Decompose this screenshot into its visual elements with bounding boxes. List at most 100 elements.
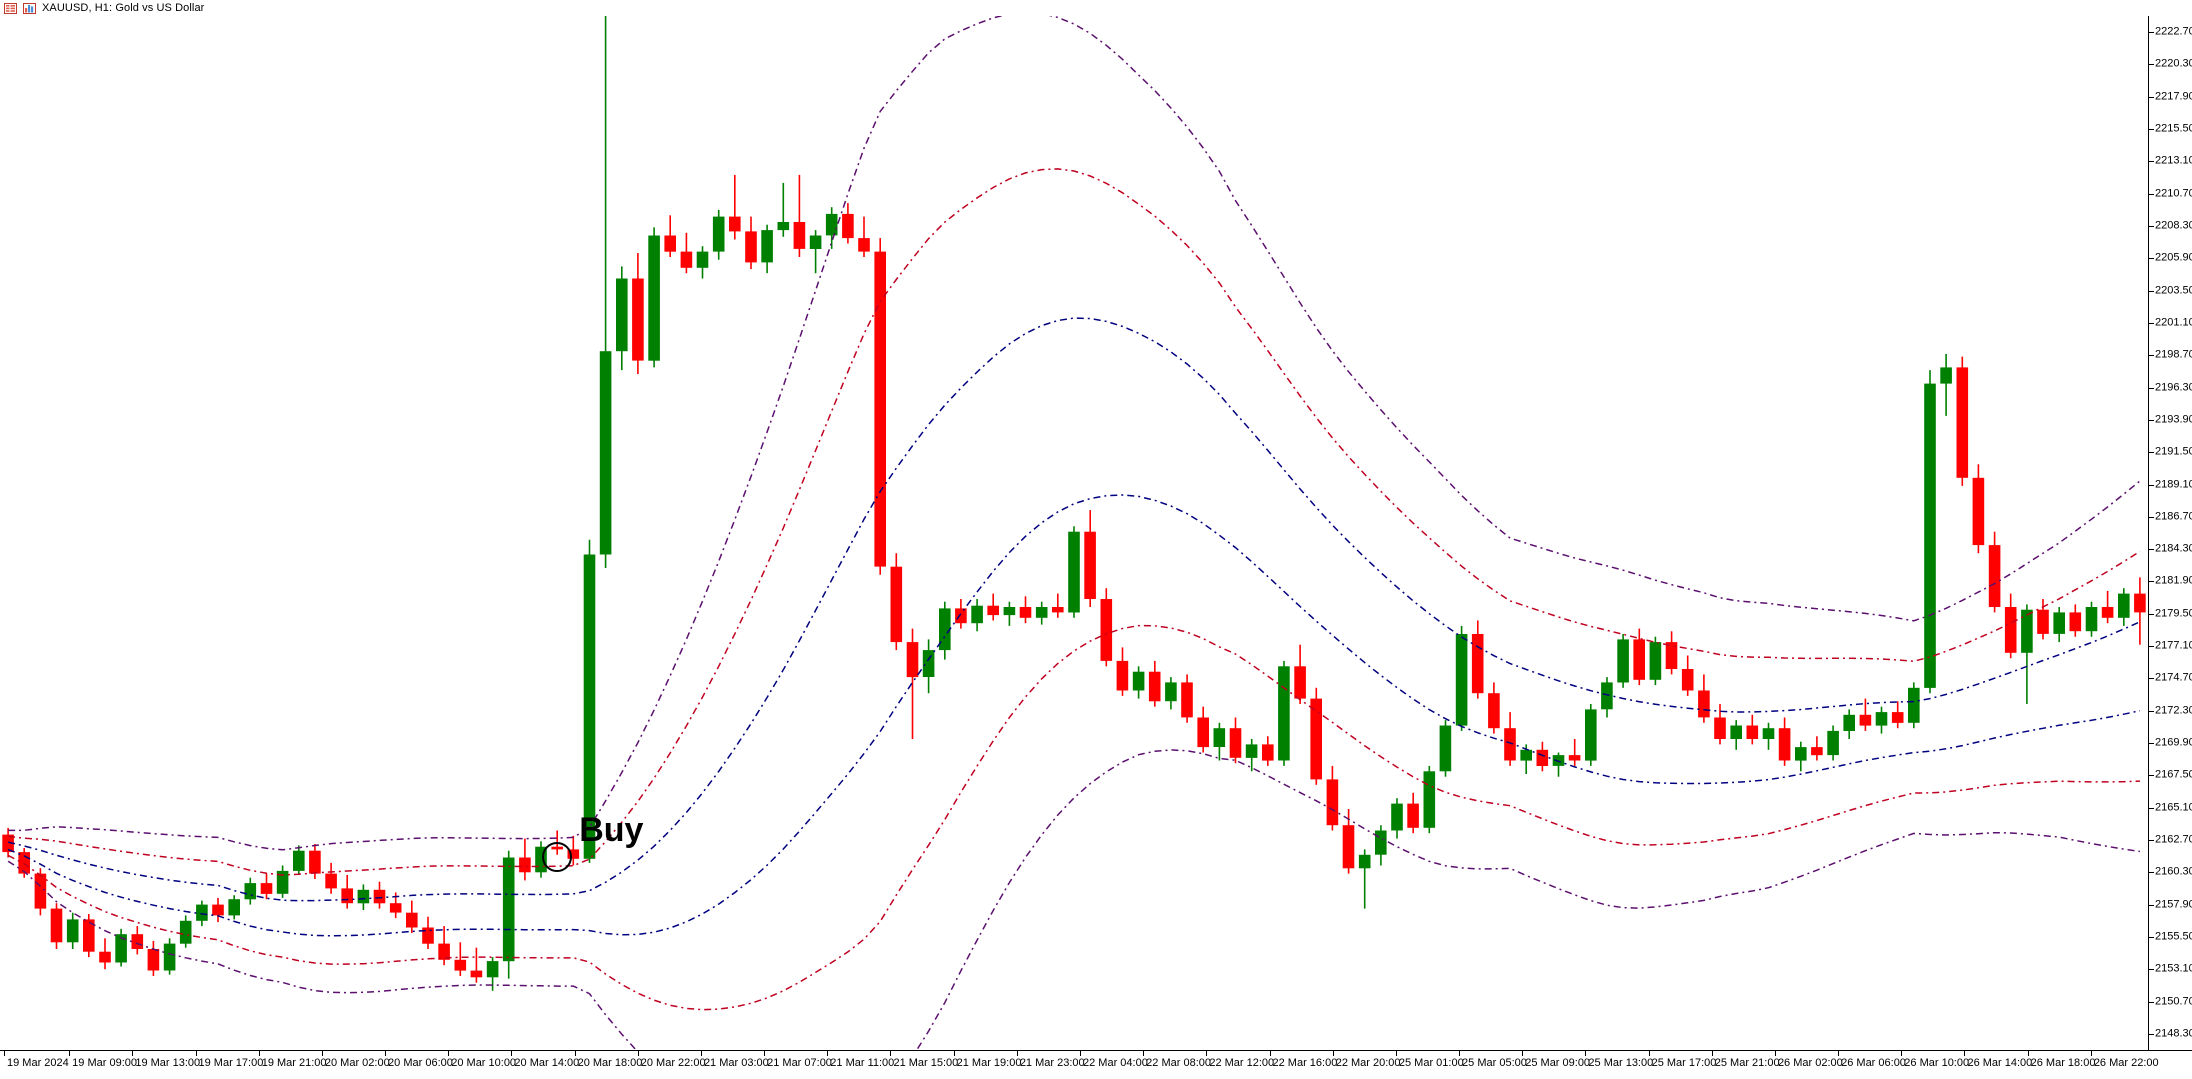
price-tick: [2149, 355, 2154, 357]
time-tick: [953, 1051, 955, 1056]
candle-body: [809, 235, 822, 249]
price-tick-label: 2193.90: [2155, 413, 2192, 426]
candle-body: [389, 903, 402, 913]
price-tick-label: 2198.70: [2155, 348, 2192, 361]
time-tick: [1774, 1051, 1776, 1056]
candle-body: [1213, 728, 1226, 747]
candle-body: [1585, 709, 1597, 761]
candle-body: [1375, 830, 1387, 855]
time-tick: [1395, 1051, 1397, 1056]
candle-body: [131, 934, 144, 949]
candle-body: [1003, 607, 1016, 616]
candle-body: [66, 919, 79, 943]
price-tick: [2149, 904, 2154, 906]
time-tick-label: 20 Mar 14:00: [514, 1057, 580, 1069]
candle-body: [179, 920, 192, 944]
candle-body: [1778, 728, 1791, 761]
candle-body: [2101, 607, 2114, 618]
price-tick: [2149, 96, 2154, 98]
time-tick: [700, 1051, 702, 1056]
candle-body: [1132, 671, 1145, 691]
price-tick-label: 2148.30: [2155, 1027, 2192, 1040]
candle-body: [1116, 660, 1129, 691]
time-tick-label: 20 Mar 10:00: [451, 1057, 517, 1069]
time-tick: [1206, 1051, 1208, 1056]
price-tick-label: 2217.90: [2155, 90, 2192, 103]
candle-body: [1165, 682, 1177, 702]
candle-body: [1843, 714, 1855, 731]
price-tick: [2149, 290, 2154, 292]
time-tick-label: 26 Mar 02:00: [1777, 1057, 1843, 1069]
time-tick-label: 21 Mar 19:00: [956, 1057, 1022, 1069]
candle-body: [1988, 545, 2001, 607]
candle-body: [1746, 725, 1759, 739]
price-tick: [2149, 581, 2154, 583]
candle-body: [1326, 779, 1339, 826]
price-tick: [2149, 775, 2154, 777]
candle-body: [567, 849, 580, 859]
price-tick: [2149, 452, 2154, 454]
candle-body: [1859, 714, 1872, 726]
candle-body: [987, 605, 999, 616]
time-tick-label: 26 Mar 22:00: [2093, 1057, 2159, 1069]
candle-body: [1601, 682, 1613, 710]
candle-body: [2037, 609, 2049, 634]
candle-body: [260, 883, 273, 894]
time-tick-label: 19 Mar 17:00: [198, 1057, 264, 1069]
candle-series: [2, 16, 2146, 991]
price-axis[interactable]: 2222.70 2220.30 2217.90 2215.50 2213.10 2210.…: [2148, 16, 2192, 1050]
candle-body: [1245, 744, 1258, 758]
price-tick-label: 2169.90: [2155, 736, 2192, 749]
candle-body: [1617, 639, 1629, 683]
price-tick: [2149, 516, 2154, 518]
candle-body: [1665, 642, 1678, 669]
price-tick: [2149, 549, 2154, 551]
candle-body: [616, 278, 628, 352]
candle-body: [874, 251, 886, 567]
time-tick-label: 20 Mar 22:00: [640, 1057, 706, 1069]
time-tick: [511, 1051, 513, 1056]
candle-body: [486, 961, 499, 978]
time-tick-label: 22 Mar 20:00: [1335, 1057, 1401, 1069]
price-tick: [2149, 64, 2154, 66]
chart-titlebar: XAUUSD, H1: Gold vs US Dollar: [0, 0, 2192, 16]
candle-body: [1875, 712, 1888, 726]
price-tick: [2149, 1001, 2154, 1003]
candle-body: [1714, 717, 1726, 739]
time-axis[interactable]: 19 Mar 2024 19 Mar 09:00 19 Mar 13:00 19 Ma…: [0, 1050, 2192, 1079]
price-tick: [2149, 839, 2154, 841]
candle-body: [163, 943, 176, 971]
candle-body: [745, 231, 757, 263]
price-tick-label: 2155.50: [2155, 930, 2192, 943]
candle-body: [293, 850, 305, 871]
price-tick-label: 2150.70: [2155, 995, 2192, 1008]
time-tick-label: 22 Mar 16:00: [1272, 1057, 1338, 1069]
candle-body: [2134, 593, 2146, 613]
buy-marker-icon: [542, 841, 573, 872]
candle-body: [1455, 634, 1468, 726]
candle-body: [1536, 749, 1549, 766]
candle-body: [1956, 367, 1969, 478]
price-tick: [2149, 193, 2154, 195]
price-tick: [2149, 161, 2154, 163]
time-tick: [1838, 1051, 1840, 1056]
candle-body: [939, 608, 951, 651]
candle-body: [890, 566, 903, 643]
candle-body: [761, 230, 773, 263]
price-plot-area[interactable]: Buy: [0, 16, 2148, 1050]
time-tick: [1269, 1051, 1271, 1056]
price-tick-label: 2153.10: [2155, 962, 2192, 975]
indicator-line-upper-band-inner: [7, 317, 2141, 902]
candle-body: [1681, 669, 1694, 691]
time-tick: [1522, 1051, 1524, 1056]
time-tick: [1648, 1051, 1650, 1056]
chart-window-icon[interactable]: [23, 2, 36, 14]
candle-body: [438, 943, 450, 960]
data-window-icon[interactable]: [4, 2, 17, 14]
price-tick-label: 2222.70: [2155, 25, 2192, 38]
candle-body: [1052, 607, 1064, 613]
time-tick-label: 22 Mar 04:00: [1083, 1057, 1148, 1069]
candle-body: [2021, 609, 2033, 653]
price-tick-label: 2181.90: [2155, 574, 2192, 587]
price-tick-label: 2201.10: [2155, 316, 2192, 329]
